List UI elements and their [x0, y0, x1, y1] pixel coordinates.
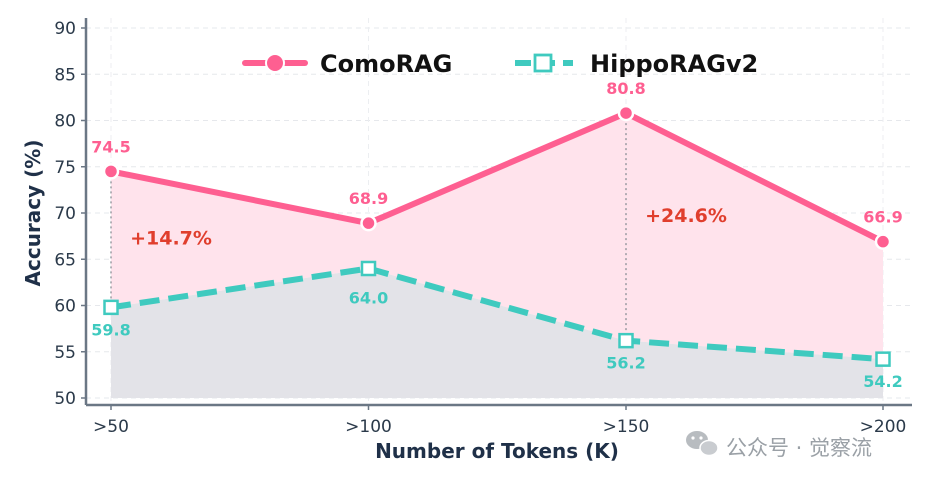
hipporag-point	[103, 299, 119, 316]
gap-annotation: +24.6%	[645, 205, 727, 227]
x-tick-label: >50	[93, 417, 129, 437]
y-tick-label: 85	[54, 65, 76, 85]
hipporag-line	[110, 265, 884, 363]
area-under-hipporag	[111, 268, 883, 398]
comorag-value-label: 80.8	[606, 79, 645, 98]
y-tick-label: 75	[54, 158, 76, 178]
comorag-point	[360, 214, 377, 232]
series-markers	[102, 104, 892, 367]
wechat-icon	[686, 431, 719, 457]
hipporag-point	[875, 351, 891, 367]
axes: 50 55 60 65 70 75 80 85 90 >50 >100 >150 >200	[54, 18, 912, 437]
watermark-text: 公众号 · 觉察流	[726, 436, 872, 460]
y-tick-label: 60	[54, 297, 76, 317]
hipporag-point	[360, 260, 377, 277]
comorag-point	[102, 163, 120, 180]
hipporag-value-label: 59.8	[91, 320, 130, 339]
hipporag-value-label: 54.2	[863, 372, 902, 391]
legend-hipporag-label: HippoRAGv2	[590, 50, 758, 78]
data-labels: 74.5 68.9 80.8 66.9 59.8 64.0 56.2 54.2	[91, 79, 902, 391]
y-tick-label: 50	[54, 389, 76, 409]
x-tick-label: >100	[345, 417, 392, 437]
y-tick-label: 70	[54, 204, 76, 224]
comorag-point	[617, 104, 635, 122]
hipporag-point	[618, 332, 634, 349]
area-fills	[111, 113, 883, 398]
x-tick-label: >150	[603, 417, 650, 437]
comorag-value-label: 68.9	[349, 189, 388, 208]
comorag-value-label: 74.5	[91, 137, 130, 156]
watermark: 公众号 · 觉察流	[686, 431, 872, 460]
legend-comorag-marker	[265, 53, 285, 73]
legend: ComoRAG HippoRAGv2	[242, 50, 758, 78]
y-tick-label: 90	[54, 19, 76, 39]
y-axis-title: Accuracy (%)	[21, 140, 45, 287]
x-axis-title: Number of Tokens (K)	[375, 439, 619, 463]
legend-hipporag-marker	[533, 53, 553, 73]
comorag-value-label: 66.9	[863, 208, 902, 227]
gap-annotation: +14.7%	[130, 227, 212, 249]
area-between-series	[111, 113, 883, 360]
y-tick-label: 55	[54, 343, 76, 363]
x-tick-label: >200	[860, 417, 907, 437]
hipporag-value-label: 56.2	[606, 354, 645, 373]
annotations: +14.7% +24.6%	[130, 205, 727, 249]
legend-comorag-label: ComoRAG	[320, 50, 452, 78]
y-tick-label: 80	[54, 112, 76, 132]
hipporag-value-label: 64.0	[349, 289, 388, 308]
y-tick-label: 65	[54, 250, 76, 270]
comorag-line	[108, 110, 886, 245]
comorag-point	[874, 233, 892, 250]
series-lines	[108, 110, 886, 363]
